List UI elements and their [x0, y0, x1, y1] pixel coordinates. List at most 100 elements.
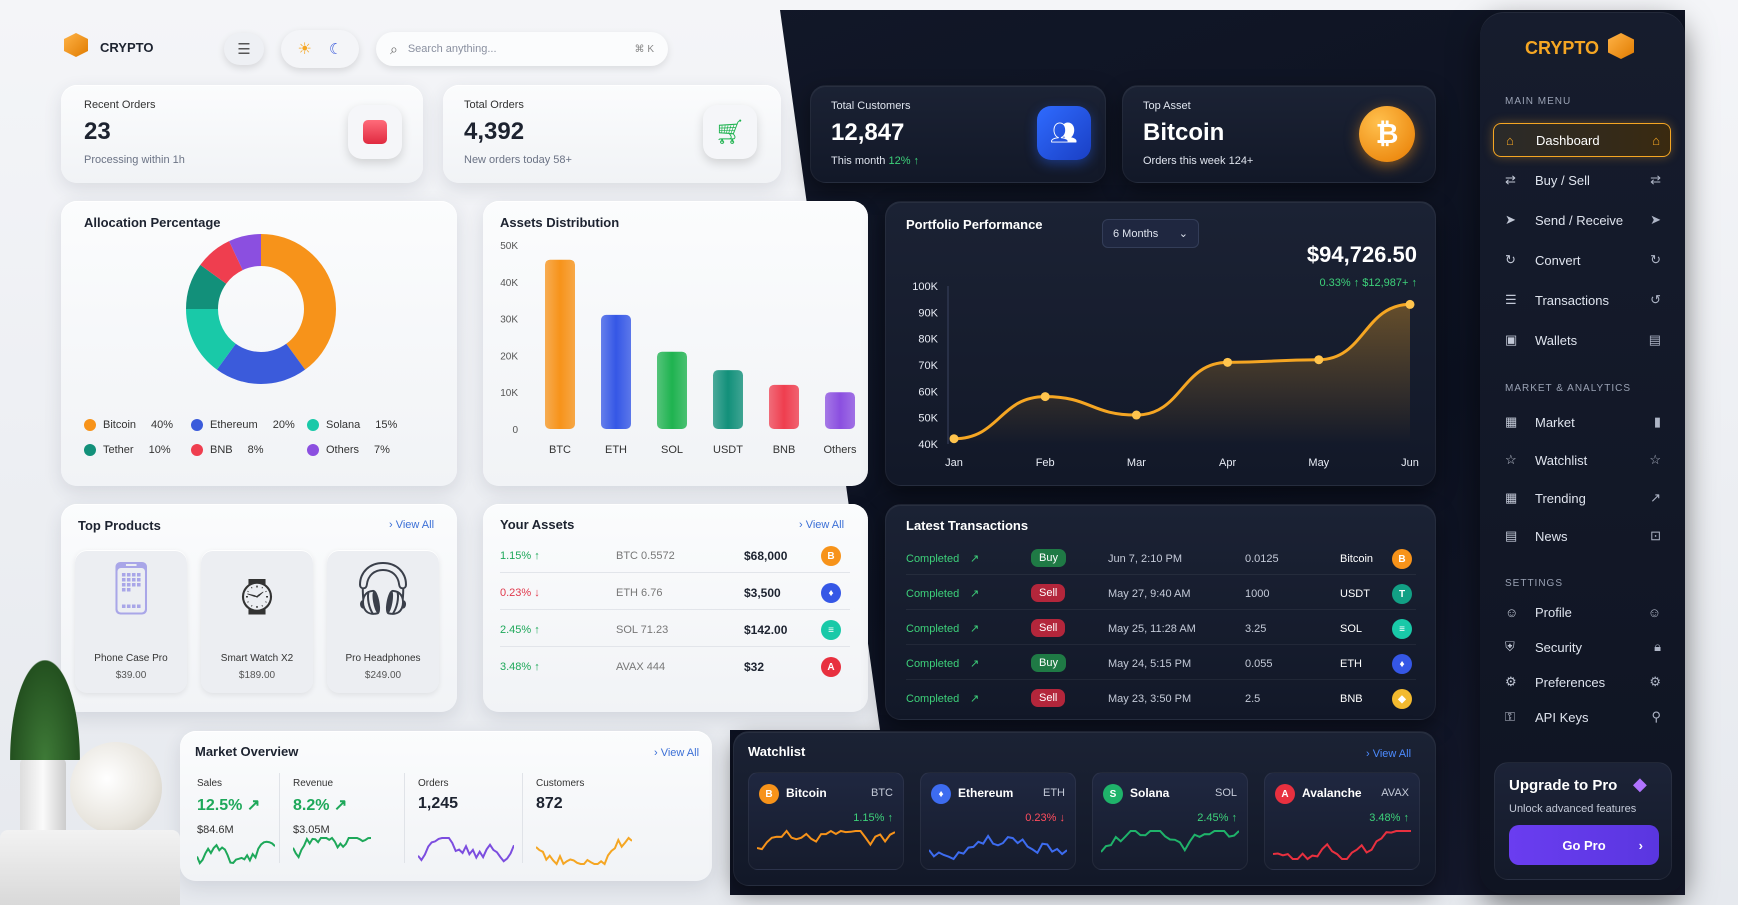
- asset-amount: BTC 0.5572: [616, 550, 675, 562]
- tx-type-badge: Buy: [1031, 549, 1066, 567]
- sidebar-item-convert[interactable]: ↻ Convert ↻: [1493, 243, 1671, 277]
- period-select[interactable]: 6 Months ⌄: [1102, 219, 1199, 248]
- metric-label: Revenue: [293, 778, 334, 789]
- sidebar-item-label: Convert: [1535, 252, 1581, 268]
- metric-value: 12.5% ↗: [197, 797, 261, 814]
- metric-sparkline: [197, 840, 275, 865]
- go-pro-button[interactable]: Go Pro ›: [1509, 825, 1659, 865]
- sidebar-item-news[interactable]: ▤ News ⊡: [1493, 519, 1671, 553]
- donut-slice: [229, 234, 261, 271]
- product-image: ⌚︎: [230, 571, 283, 629]
- divider: [500, 609, 850, 610]
- product-card[interactable]: 🎧︎ Pro Headphones $249.00: [327, 550, 439, 693]
- stat-label: Recent Orders: [84, 99, 156, 111]
- view-all-link[interactable]: › View All: [389, 519, 435, 531]
- logo-icon: [64, 33, 88, 57]
- x-tick-label: Others: [823, 444, 857, 456]
- section-heading: SETTINGS: [1505, 578, 1564, 589]
- theme-toggle[interactable]: ☀ ☾: [281, 30, 359, 68]
- legend-dot: [84, 444, 96, 456]
- coin-icon: ♦: [1392, 654, 1412, 674]
- product-card[interactable]: 📱︎ Phone Case Pro $39.00: [75, 550, 187, 693]
- tx-type-badge: Buy: [1031, 654, 1066, 672]
- legend-item: Ethereum 20%: [191, 419, 295, 431]
- search-icon: ⌕: [390, 40, 398, 57]
- metric-sparkline: [536, 836, 632, 866]
- tx-type-badge: Sell: [1031, 619, 1066, 637]
- sidebar-item-label: Market: [1535, 414, 1575, 430]
- sidebar-item-market[interactable]: ▦ Market ▮: [1493, 405, 1671, 439]
- link-icon: ↗: [970, 693, 980, 705]
- sidebar-item-send-receive[interactable]: ➤ Send / Receive ➤: [1493, 203, 1671, 237]
- sidebar-item-label: Preferences: [1535, 674, 1606, 690]
- legend-value: 7%: [374, 444, 390, 456]
- watch-change: 0.23% ↓: [1025, 812, 1065, 824]
- legend-value: 8%: [247, 444, 264, 456]
- menu-icon: ➤: [1505, 212, 1516, 227]
- tx-asset: Bitcoin: [1340, 553, 1374, 565]
- sidebar-item-api-keys[interactable]: ⚿ API Keys ⚲: [1493, 700, 1671, 734]
- legend-item: Bitcoin 40%: [84, 419, 173, 431]
- sparkline-path: [929, 834, 1067, 861]
- search-input[interactable]: Search anything...: [407, 43, 497, 55]
- legend-label: BNB: [210, 444, 233, 456]
- sidebar-item-security[interactable]: ⛨ Security 🔒︎: [1493, 630, 1671, 664]
- search-bar[interactable]: ⌕ Search anything... ⌘ K: [376, 32, 668, 66]
- section-heading: MAIN MENU: [1505, 96, 1572, 107]
- watchlist-item[interactable]: B Bitcoin BTC 1.15% ↑: [748, 772, 904, 870]
- watch-symbol: BTC: [871, 787, 893, 799]
- y-tick-label: 40K: [500, 278, 518, 289]
- x-tick-label: Feb: [1036, 457, 1055, 469]
- sidebar-item-label: Security: [1535, 639, 1582, 655]
- menu-action-icon: ☺: [1647, 604, 1661, 620]
- menu-icon: ▤: [1505, 528, 1518, 543]
- coin-icon: ♦: [821, 583, 841, 603]
- menu-icon: ⇄: [1505, 172, 1516, 187]
- y-tick-label: 50K: [500, 241, 518, 252]
- sidebar-item-dashboard[interactable]: ⌂ Dashboard ⌂: [1493, 123, 1671, 157]
- sidebar-item-watchlist[interactable]: ☆ Watchlist ☆: [1493, 443, 1671, 477]
- sidebar-item-label: Trending: [1535, 490, 1586, 506]
- view-all-link[interactable]: › View All: [654, 747, 700, 759]
- sparkline-path: [1101, 830, 1239, 853]
- link-icon: ↗: [970, 658, 980, 670]
- product-card[interactable]: ⌚︎ Smart Watch X2 $189.00: [201, 550, 313, 693]
- sidebar-item-transactions[interactable]: ☰ Transactions ↺: [1493, 283, 1671, 317]
- tx-date: May 23, 3:50 PM: [1108, 693, 1192, 705]
- sidebar-item-label: Watchlist: [1535, 452, 1588, 468]
- sidebar-item-wallets[interactable]: ▣ Wallets ▤: [1493, 323, 1671, 357]
- watchlist-card: Watchlist › View All B Bitcoin BTC 1.15% ↑ ♦…: [733, 731, 1436, 886]
- donut-slice: [200, 241, 243, 284]
- sidebar-item-buy-sell[interactable]: ⇄ Buy / Sell ⇄: [1493, 163, 1671, 197]
- watchlist-item[interactable]: ♦ Ethereum ETH 0.23% ↓: [920, 772, 1076, 870]
- stat-value: 12,847: [831, 119, 905, 146]
- view-all-link[interactable]: › View All: [1366, 748, 1412, 760]
- tx-status: Completed: [906, 588, 960, 600]
- allocation-donut: [186, 234, 336, 384]
- tx-amount: 3.25: [1245, 623, 1267, 635]
- view-all-link[interactable]: › View All: [799, 519, 845, 531]
- upgrade-subtitle: Unlock advanced features: [1509, 803, 1637, 815]
- diamond-icon: ◆: [1633, 774, 1647, 794]
- menu-action-icon: ⚲: [1651, 709, 1661, 724]
- menu-action-icon: ▮: [1653, 414, 1661, 429]
- coin-icon: A: [821, 657, 841, 677]
- stat-sub: Orders this week 124+: [1143, 155, 1254, 167]
- watchlist-item[interactable]: S Solana SOL 2.45% ↑: [1092, 772, 1248, 870]
- product-name: Phone Case Pro: [94, 653, 168, 664]
- sidebar-item-trending[interactable]: ▦ Trending ↗: [1493, 481, 1671, 515]
- watchlist-item[interactable]: A Avalanche AVAX 3.48% ↑: [1264, 772, 1420, 870]
- divider: [500, 646, 850, 647]
- plant-pot: [20, 758, 66, 838]
- x-tick-label: ETH: [605, 444, 627, 456]
- coin-icon: A: [1275, 784, 1295, 804]
- sidebar-item-preferences[interactable]: ⚙ Preferences ⚙: [1493, 665, 1671, 699]
- menu-action-icon: ↺: [1650, 292, 1661, 307]
- watch-symbol: AVAX: [1381, 787, 1409, 799]
- sun-icon: ☀: [297, 41, 312, 58]
- watch-name: Bitcoin: [786, 786, 827, 800]
- menu-icon: ⚿: [1505, 709, 1515, 724]
- tx-status: Completed: [906, 623, 960, 635]
- menu-icon[interactable]: ☰: [224, 33, 264, 65]
- sidebar-item-profile[interactable]: ☺ Profile ☺: [1493, 595, 1671, 629]
